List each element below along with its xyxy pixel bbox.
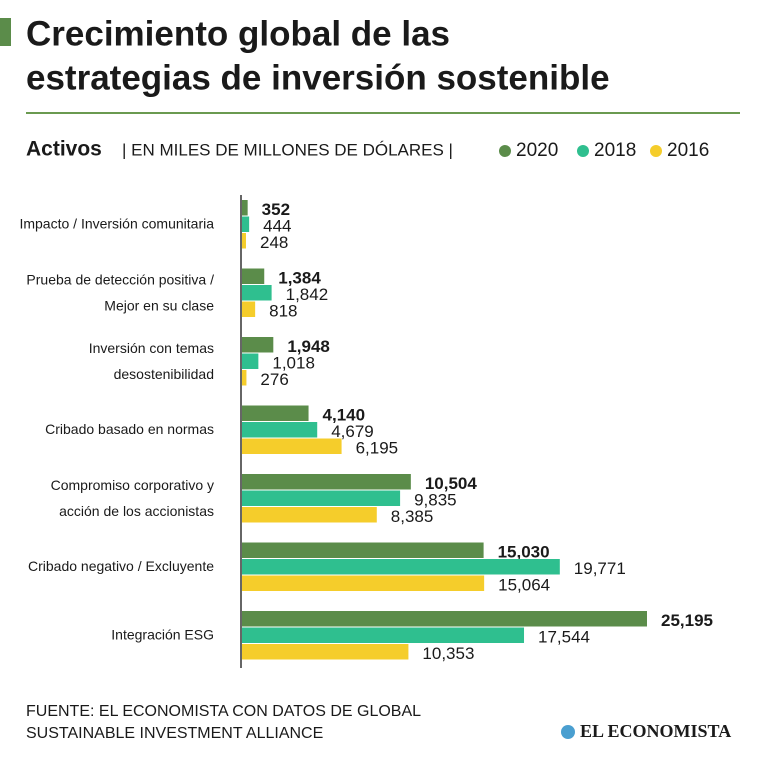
bar (242, 575, 485, 591)
value-label: 444 (263, 217, 291, 236)
title-accent (0, 18, 11, 46)
bar (242, 337, 274, 353)
bar (242, 644, 409, 660)
legend-swatch (577, 145, 589, 157)
value-label: 4,679 (331, 422, 374, 441)
bar (242, 370, 247, 386)
value-label: 276 (260, 370, 288, 389)
chart-title: estrategias de inversión sostenible (26, 58, 610, 97)
bar (242, 405, 309, 421)
legend-swatch (499, 145, 511, 157)
bar (242, 542, 484, 558)
bar (242, 353, 259, 369)
category-label: Inversión con temas desostenibilidad (89, 339, 214, 381)
bar (242, 301, 256, 317)
value-label: 15,064 (498, 576, 550, 595)
value-label: 1,842 (286, 285, 329, 304)
value-label: 1,018 (272, 354, 315, 373)
bar (242, 507, 377, 523)
bar (242, 285, 272, 301)
bar (242, 233, 246, 249)
category-label: Compromiso corporativo y acción de los ac… (51, 476, 214, 518)
value-label: 8,385 (391, 507, 434, 526)
legend-swatch (650, 145, 662, 157)
bar (242, 200, 248, 216)
subtitle: Activos (26, 138, 102, 161)
legend-label: 2020 (516, 140, 558, 161)
brand-icon (561, 725, 575, 739)
bar (242, 474, 411, 490)
value-label: 6,195 (356, 439, 399, 458)
bar (242, 627, 525, 643)
bar (242, 490, 401, 506)
value-label: 15,030 (498, 543, 550, 562)
value-label: 10,504 (425, 474, 478, 493)
bar (242, 611, 647, 627)
value-label: 1,948 (287, 337, 330, 356)
bar (242, 268, 265, 284)
value-label: 818 (269, 302, 297, 321)
source: FUENTE: EL ECONOMISTA CON DATOS DE GLOBA… (26, 703, 421, 720)
value-label: 1,384 (278, 269, 321, 288)
value-label: 25,195 (661, 611, 713, 630)
bar (242, 422, 318, 438)
source: SUSTAINABLE INVESTMENT ALLIANCE (26, 725, 323, 742)
legend-label: 2016 (667, 140, 709, 161)
unit-label: | EN MILES DE MILLONES DE DÓLARES | (122, 140, 453, 159)
category-label: Impacto / Inversión comunitaria (19, 215, 214, 231)
value-label: 4,140 (323, 406, 366, 425)
category-label: Cribado negativo / Excluyente (28, 558, 214, 574)
category-label: Integración ESG (111, 626, 214, 642)
category-label: Cribado basado en normas (45, 421, 214, 437)
chart-title: Crecimiento global de las (26, 14, 450, 53)
category-label: Prueba de detección positiva / Mejor en s… (26, 271, 214, 313)
brand: EL ECONOMISTA (580, 721, 731, 741)
bar (242, 216, 250, 232)
value-label: 10,353 (422, 644, 474, 663)
legend-label: 2018 (594, 140, 636, 161)
value-label: 248 (260, 233, 288, 252)
bar (242, 559, 560, 575)
value-label: 17,544 (538, 628, 590, 647)
value-label: 19,771 (574, 559, 626, 578)
value-label: 9,835 (414, 491, 457, 510)
bar (242, 438, 342, 454)
value-label: 352 (262, 200, 290, 219)
